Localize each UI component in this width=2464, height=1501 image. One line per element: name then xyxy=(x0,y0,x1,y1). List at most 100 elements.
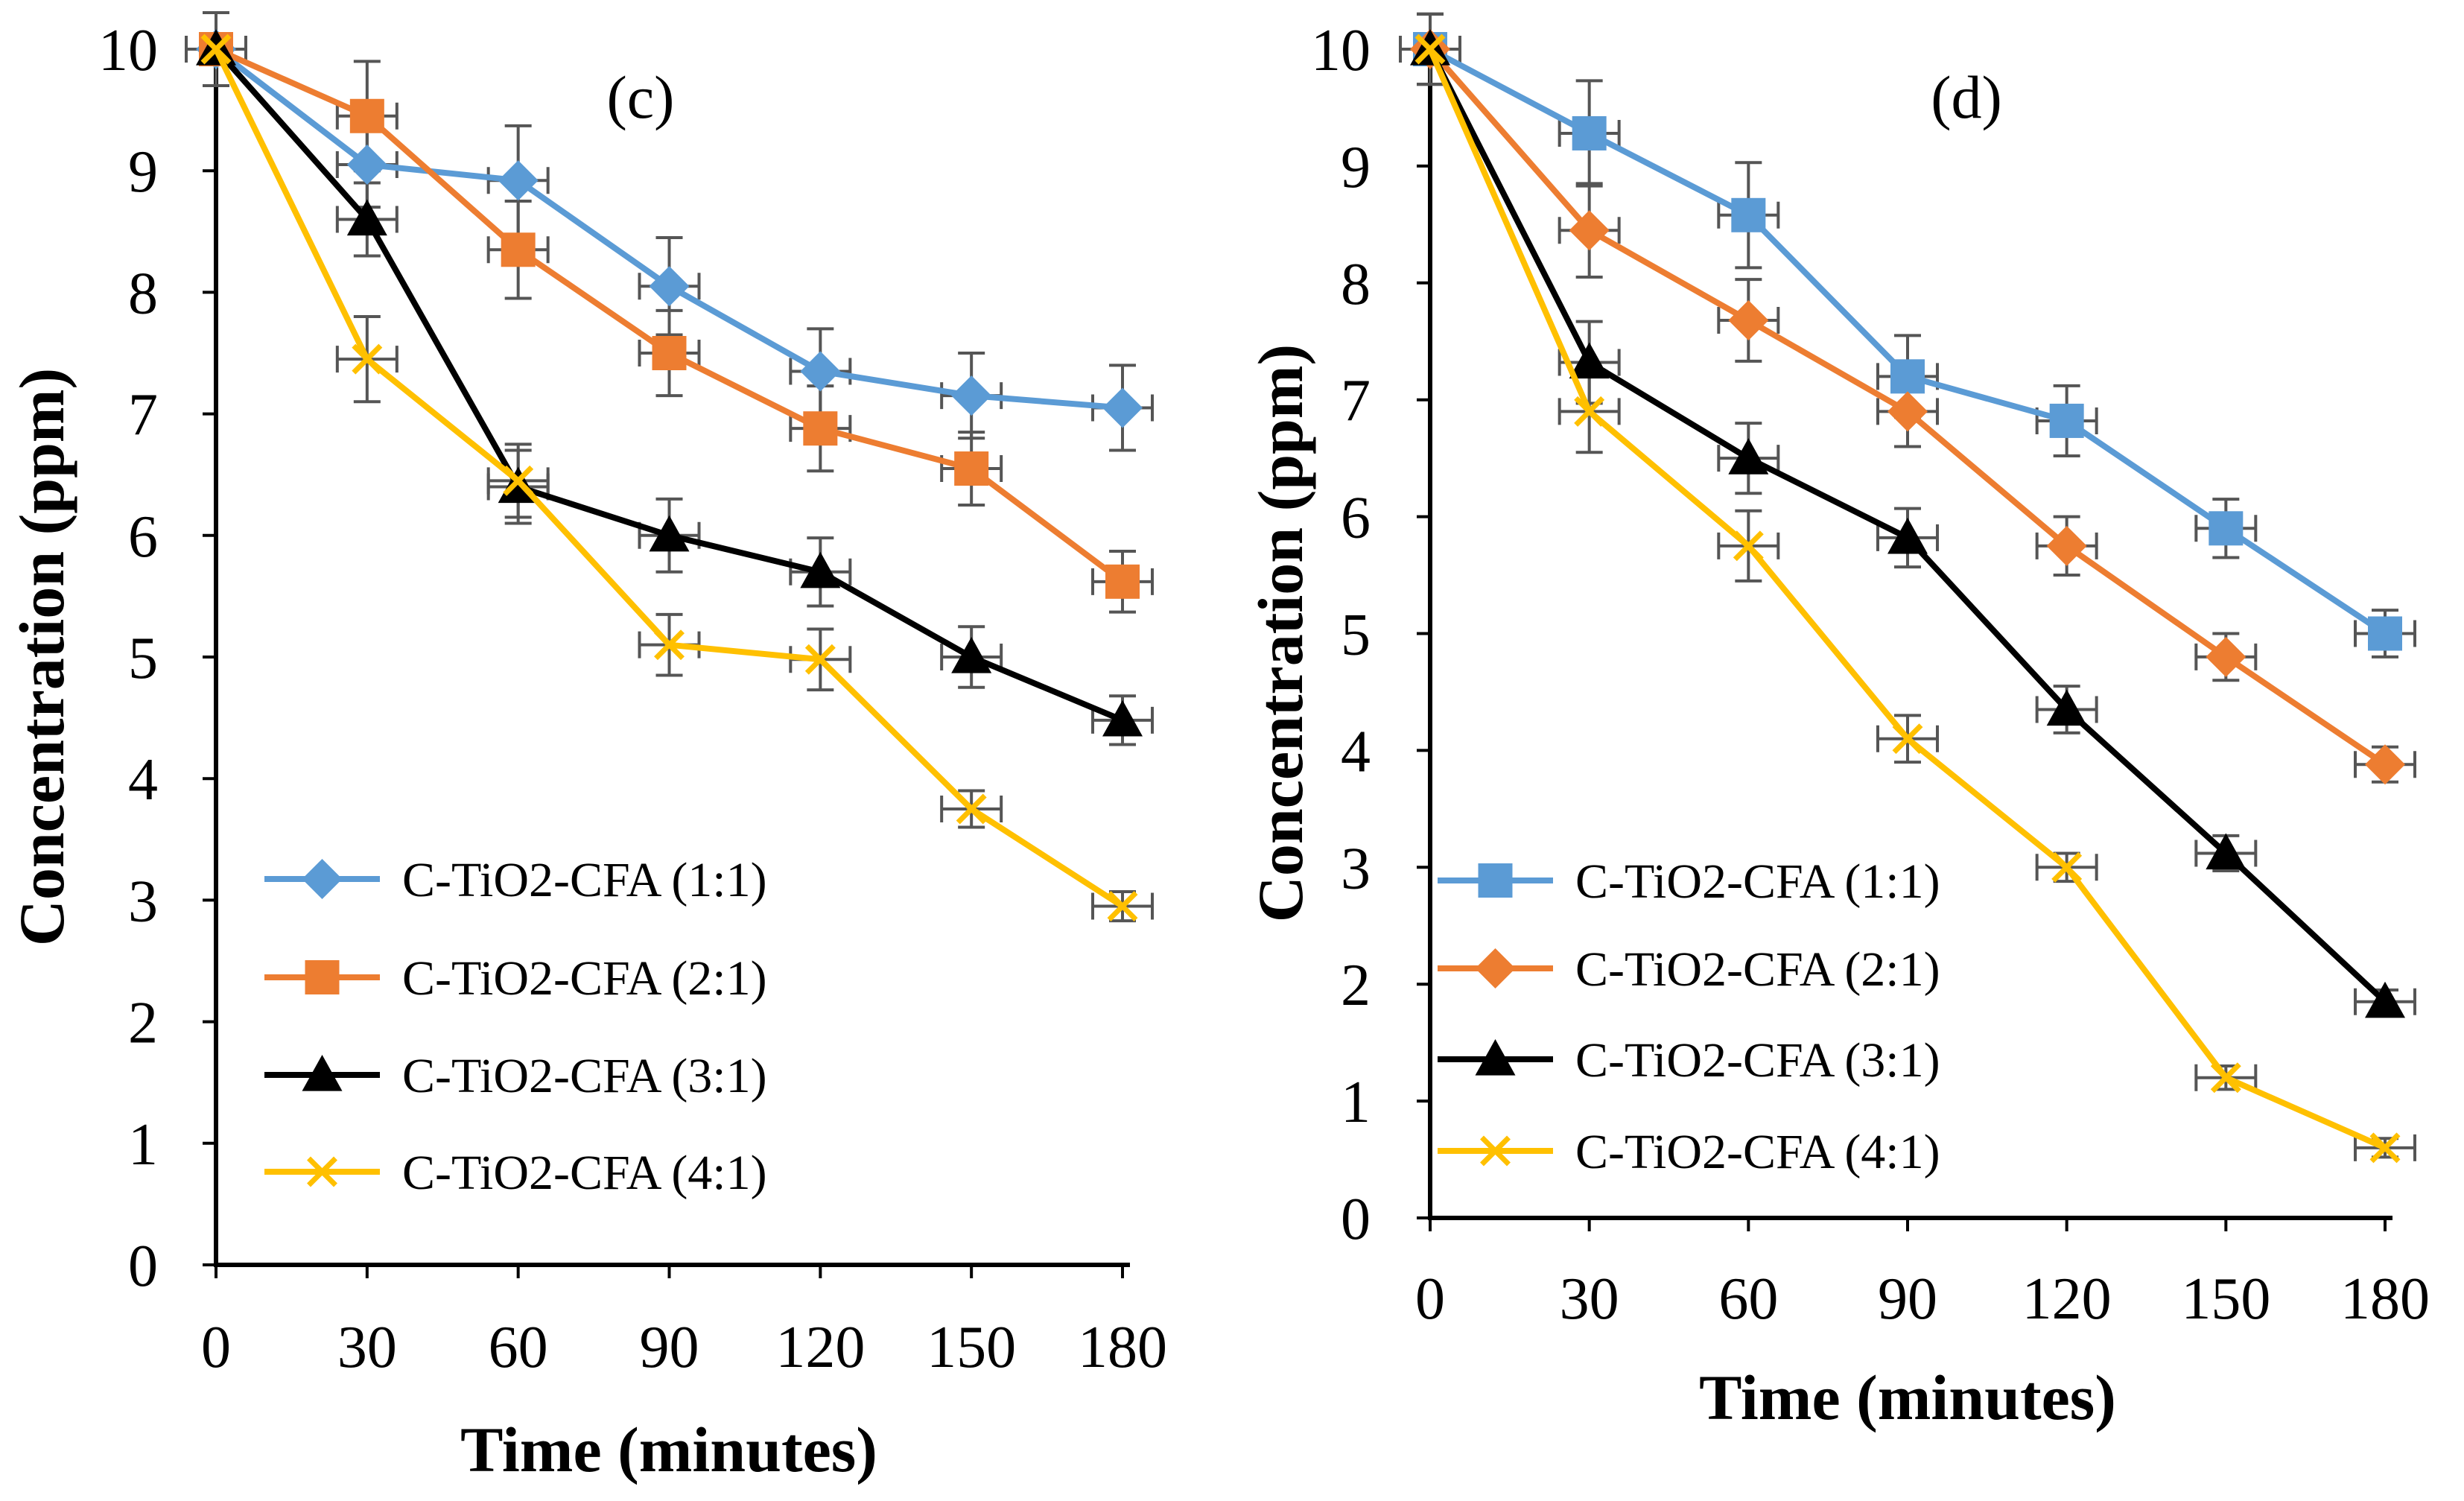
y-tick-label: 2 xyxy=(1341,953,1371,1018)
x-tick-label: 120 xyxy=(775,1315,865,1380)
data-point xyxy=(951,637,992,673)
data-point xyxy=(352,343,383,375)
legend-marker xyxy=(1475,1039,1516,1076)
y-tick-label: 4 xyxy=(128,747,158,813)
data-point xyxy=(956,793,987,825)
data-point xyxy=(2046,525,2087,566)
data-point xyxy=(649,266,690,307)
data-point xyxy=(346,199,387,236)
error-bars-4 xyxy=(185,11,1154,923)
data-point xyxy=(1102,699,1143,737)
series-4 xyxy=(200,34,1138,922)
data-point xyxy=(1102,387,1143,428)
data-point xyxy=(654,629,685,661)
x-tick-label: 30 xyxy=(337,1315,397,1380)
legend-label: C-TiO2-CFA (3:1) xyxy=(402,1049,767,1103)
y-tick-label: 0 xyxy=(128,1234,158,1299)
data-point xyxy=(2051,851,2083,883)
data-point xyxy=(498,160,539,201)
data-point xyxy=(803,411,838,446)
data-point xyxy=(1728,300,1769,341)
x-tick-label: 0 xyxy=(1415,1266,1445,1332)
legend-marker xyxy=(1480,1135,1511,1167)
data-point xyxy=(800,351,841,392)
y-tick-label: 9 xyxy=(1341,135,1371,200)
x-tick-label: 180 xyxy=(2340,1266,2430,1332)
legend-marker xyxy=(302,859,343,899)
data-point xyxy=(1892,723,1923,755)
y-tick-label: 5 xyxy=(1341,603,1371,668)
y-tick-label: 8 xyxy=(1341,252,1371,317)
y-tick-label: 6 xyxy=(128,504,158,570)
x-tick-label: 150 xyxy=(927,1315,1016,1380)
data-point xyxy=(1890,359,1925,394)
data-point xyxy=(1569,342,1610,379)
x-tick-label: 30 xyxy=(1560,1266,1619,1332)
data-point xyxy=(1574,396,1605,427)
data-point xyxy=(503,465,534,496)
series-4 xyxy=(1414,34,2401,1164)
y-tick-label: 1 xyxy=(128,1112,158,1178)
data-point xyxy=(2206,833,2247,870)
data-point xyxy=(1733,530,1764,562)
x-tick-label: 90 xyxy=(640,1315,699,1380)
y-tick-label: 9 xyxy=(128,139,158,205)
y-tick-label: 5 xyxy=(128,626,158,691)
legend-label: C-TiO2-CFA (2:1) xyxy=(1575,942,1940,997)
x-tick-label: 180 xyxy=(1078,1315,1167,1380)
y-tick-label: 1 xyxy=(1341,1070,1371,1135)
x-tick-label: 90 xyxy=(1878,1266,1937,1332)
x-axis-title: Time (minutes) xyxy=(460,1414,877,1485)
y-axis-title: Concentration (ppm) xyxy=(1245,344,1316,922)
y-tick-label: 3 xyxy=(1341,836,1371,901)
legend-label: C-TiO2-CFA (4:1) xyxy=(402,1146,767,1200)
x-axis-title: Time (minutes) xyxy=(1699,1362,2116,1433)
y-tick-label: 0 xyxy=(1341,1187,1371,1252)
legend-marker xyxy=(305,960,340,994)
legend-label: C-TiO2-CFA (3:1) xyxy=(1575,1033,1940,1088)
legend-marker xyxy=(302,1055,343,1091)
data-point xyxy=(1569,210,1610,251)
data-point xyxy=(1414,34,1446,65)
legend: C-TiO2-CFA (1:1) C-TiO2-CFA (2:1) C-TiO2-C… xyxy=(264,853,767,1200)
x-tick-label: 60 xyxy=(1718,1266,1778,1332)
legend-label: C-TiO2-CFA (1:1) xyxy=(1575,854,1940,909)
x-tick-label: 60 xyxy=(489,1315,548,1380)
legend-marker xyxy=(1478,863,1513,898)
data-point xyxy=(1105,564,1140,599)
data-point xyxy=(2210,1062,2241,1094)
y-tick-label: 10 xyxy=(98,18,158,83)
data-point xyxy=(349,98,384,133)
data-point xyxy=(800,551,841,588)
data-point xyxy=(2049,403,2084,438)
data-point xyxy=(2365,981,2405,1018)
y-tick-label: 7 xyxy=(1341,369,1371,434)
legend: C-TiO2-CFA (1:1) C-TiO2-CFA (2:1) C-TiO2-C… xyxy=(1438,854,1940,1179)
x-tick-label: 0 xyxy=(201,1315,231,1380)
panel-label: (d) xyxy=(1931,63,2002,131)
chart-panel-c: 0 1 2 3 4 5 6 7 8 9 10 0 30 60 90 120 150 180 Time (minute… xyxy=(6,11,1167,1485)
data-point xyxy=(2046,689,2087,726)
y-axis-title: Concentration (ppm) xyxy=(6,368,77,946)
y-tick-label: 10 xyxy=(1311,18,1371,83)
series-1 xyxy=(196,29,1143,428)
legend-marker xyxy=(1475,948,1516,988)
data-point xyxy=(501,232,536,267)
data-point xyxy=(951,375,992,416)
data-point xyxy=(652,336,687,370)
y-tick-label: 3 xyxy=(128,869,158,934)
data-point xyxy=(1572,115,1607,150)
legend-label: C-TiO2-CFA (2:1) xyxy=(402,951,767,1006)
data-point xyxy=(1887,391,1928,432)
data-point xyxy=(1887,517,1928,554)
y-tick-label: 2 xyxy=(128,991,158,1056)
data-point xyxy=(2368,616,2402,651)
data-point xyxy=(1728,438,1769,475)
y-tick-label: 8 xyxy=(128,261,158,326)
data-point xyxy=(2206,636,2247,677)
x-tick-label: 150 xyxy=(2181,1266,2270,1332)
panel-label: (c) xyxy=(606,63,674,131)
legend-label: C-TiO2-CFA (4:1) xyxy=(1575,1125,1940,1179)
data-point xyxy=(804,644,836,675)
